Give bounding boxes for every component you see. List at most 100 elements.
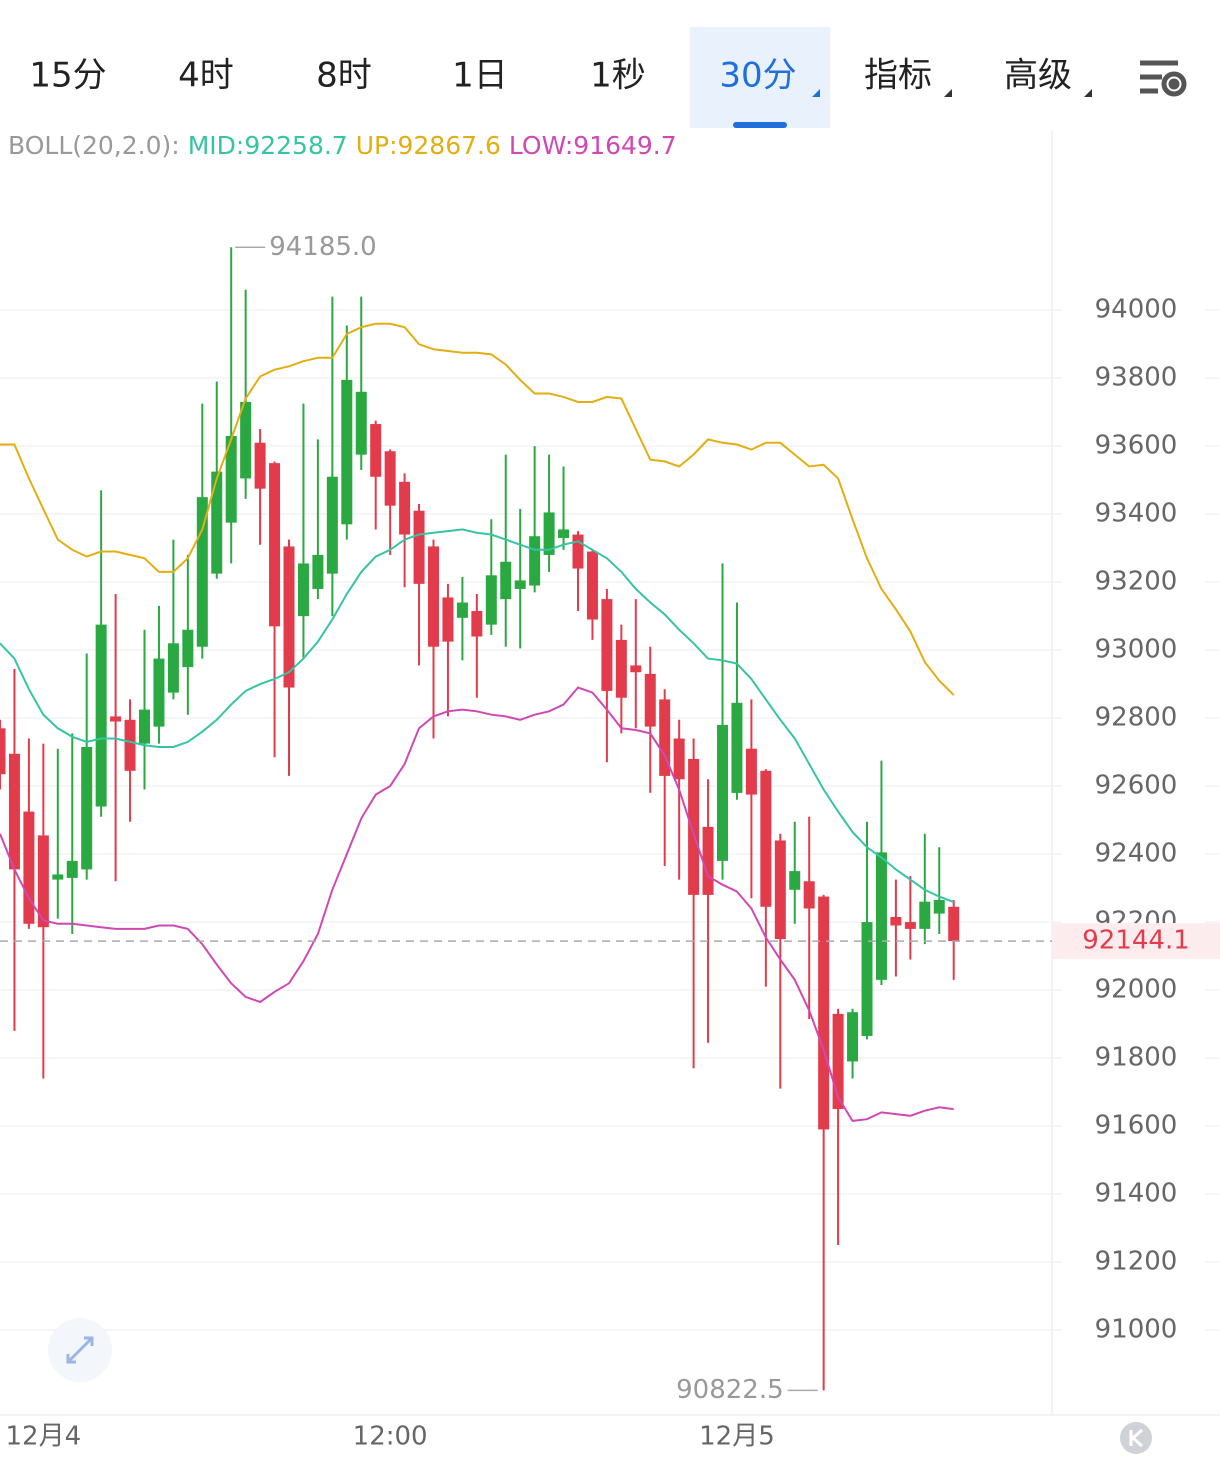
- candle-body: [789, 871, 801, 890]
- candle-body: [269, 463, 281, 627]
- candle-body: [529, 536, 541, 586]
- candle-body: [731, 702, 743, 793]
- candle-body: [948, 906, 960, 942]
- candle-body: [23, 811, 35, 924]
- tab-dropdown: [944, 89, 952, 97]
- candle-body: [95, 624, 107, 807]
- candle-body: [413, 510, 425, 584]
- candle-body: [760, 770, 772, 907]
- candle-body: [601, 599, 613, 691]
- candle-body: [240, 401, 252, 479]
- candle-body: [66, 860, 78, 878]
- candle-body: [341, 379, 353, 525]
- candle-body: [659, 699, 671, 776]
- overlay: 94185.0 90822.5 92144.1: [0, 232, 1220, 1405]
- candle-body: [572, 534, 584, 569]
- tab[interactable]: 1秒: [590, 56, 646, 96]
- y-tick-label: 94000: [1095, 295, 1178, 325]
- candle-body: [0, 728, 6, 775]
- candle-body: [124, 719, 136, 771]
- candle-body: [81, 747, 93, 870]
- candle-body: [297, 563, 309, 617]
- y-tick-label: 91200: [1095, 1247, 1178, 1277]
- candle-body: [688, 758, 700, 895]
- tab[interactable]: 4时: [178, 56, 234, 96]
- y-tick-label: 92600: [1095, 771, 1178, 801]
- candle-body: [861, 922, 873, 1036]
- k-button[interactable]: [1120, 1422, 1152, 1454]
- y-tick-label: 93800: [1095, 363, 1178, 393]
- y-tick-label: 91000: [1095, 1315, 1178, 1345]
- tab[interactable]: 指标: [864, 56, 932, 96]
- candle-body: [52, 874, 64, 880]
- candle-body: [326, 476, 338, 574]
- candle-body: [919, 901, 931, 929]
- candle-body: [615, 639, 627, 698]
- y-tick-label: 91800: [1095, 1043, 1178, 1073]
- candle-body: [399, 481, 411, 535]
- active-tab-bg: [690, 27, 830, 128]
- indicator-legend: BOLL(20,2.0): MID:92258.7 UP:92867.6 LOW:91…: [8, 131, 677, 160]
- candle-body: [543, 512, 555, 555]
- candle-body: [110, 716, 122, 722]
- expand-button[interactable]: [48, 1318, 112, 1382]
- candle-body: [904, 922, 916, 929]
- indicator-label: BOLL(20,2.0):: [8, 131, 180, 160]
- candle-body: [586, 551, 598, 620]
- y-tick-label: 91600: [1095, 1111, 1178, 1141]
- candle-body: [442, 597, 454, 642]
- legend-entry: UP:92867.6: [356, 131, 501, 160]
- candle-body: [167, 643, 179, 693]
- candle-body: [456, 602, 468, 618]
- boll-line: [0, 528, 955, 904]
- candle-body: [514, 580, 526, 589]
- candle-body: [875, 852, 887, 980]
- annotation-label: 90822.5: [676, 1375, 784, 1405]
- candle-body: [8, 753, 20, 870]
- candle-body: [182, 629, 194, 668]
- settings-icon[interactable]: [1140, 60, 1187, 97]
- x-tick-label: 12月4: [6, 1422, 82, 1452]
- candle-body: [384, 451, 396, 506]
- boll-line: [0, 322, 955, 696]
- active-tab-underline: [733, 122, 787, 128]
- legend-entry: MID:92258.7: [188, 131, 348, 160]
- candle-body: [37, 835, 49, 928]
- y-tick-label: 91400: [1095, 1179, 1178, 1209]
- candle-body: [717, 724, 728, 861]
- candle-body: [153, 658, 165, 727]
- candle-body: [630, 665, 642, 673]
- x-tick-label: 12月5: [699, 1422, 775, 1452]
- boll-line: [0, 686, 954, 1122]
- x-tick-label: 12:00: [353, 1422, 428, 1452]
- candle-body: [370, 424, 382, 477]
- candle-body: [139, 709, 150, 744]
- tab-dropdown: [812, 89, 820, 97]
- legend-entry: LOW:91649.7: [509, 131, 677, 160]
- candle-body: [471, 611, 483, 637]
- candle-body: [803, 881, 815, 909]
- candle-body: [847, 1012, 859, 1062]
- candle-body: [673, 738, 685, 780]
- y-tick-label: 93600: [1095, 431, 1178, 461]
- tab[interactable]: 高级: [1004, 56, 1072, 96]
- candle-body: [254, 442, 266, 489]
- candle-body: [196, 497, 208, 647]
- candle-body: [558, 529, 570, 538]
- tab-dropdown: [1084, 89, 1092, 97]
- candle-body: [500, 561, 512, 600]
- annotation-label: 94185.0: [269, 232, 377, 262]
- candle-body: [644, 673, 656, 727]
- y-tick-label: 92800: [1095, 703, 1178, 733]
- last-price-label: 92144.1: [1082, 926, 1190, 956]
- tab[interactable]: 8时: [316, 56, 372, 96]
- y-tick-label: 92000: [1095, 975, 1178, 1005]
- candle-body: [312, 554, 324, 589]
- tab[interactable]: 1日: [452, 56, 508, 96]
- candle-body: [890, 916, 902, 926]
- tab[interactable]: 30分: [719, 56, 796, 96]
- tab[interactable]: 15分: [29, 56, 106, 96]
- y-tick-label: 93400: [1095, 499, 1178, 529]
